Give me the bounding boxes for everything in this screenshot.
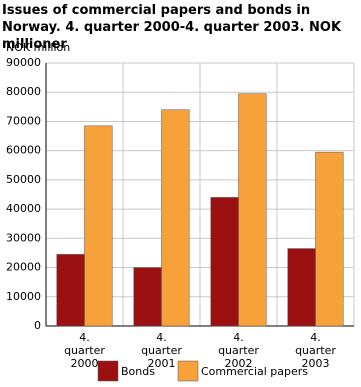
y-tick-label: 70000 bbox=[6, 114, 41, 127]
bar bbox=[210, 197, 239, 327]
legend-label: Commercial papers bbox=[201, 365, 308, 378]
bar bbox=[84, 125, 113, 327]
bar bbox=[161, 109, 190, 327]
y-tick-label: 50000 bbox=[6, 173, 41, 186]
x-tick-label: 4. quarter 2001 bbox=[141, 331, 182, 370]
legend-label: Bonds bbox=[121, 365, 155, 378]
y-tick-label: 20000 bbox=[6, 261, 41, 274]
y-tick-label: 30000 bbox=[6, 231, 41, 244]
legend-swatch bbox=[177, 360, 199, 382]
chart-title: Issues of commercial papers and bonds in… bbox=[2, 3, 342, 52]
y-tick-label: 90000 bbox=[6, 56, 41, 69]
x-tick-label: 4. quarter 2002 bbox=[218, 331, 259, 370]
y-tick-label: 80000 bbox=[6, 85, 41, 98]
bar bbox=[287, 248, 316, 327]
bar bbox=[56, 254, 85, 327]
y-tick-label: 60000 bbox=[6, 144, 41, 157]
legend-swatch bbox=[97, 360, 119, 382]
y-tick-label: 40000 bbox=[6, 202, 41, 215]
bar bbox=[133, 267, 162, 327]
bar bbox=[238, 93, 267, 327]
y-axis-label: NOK million bbox=[6, 41, 70, 54]
x-tick-label: 4. quarter 2000 bbox=[64, 331, 105, 370]
y-tick-label: 0 bbox=[34, 319, 41, 332]
x-tick-label: 4. quarter 2003 bbox=[295, 331, 336, 370]
bar bbox=[315, 151, 344, 327]
y-tick-label: 10000 bbox=[6, 290, 41, 303]
